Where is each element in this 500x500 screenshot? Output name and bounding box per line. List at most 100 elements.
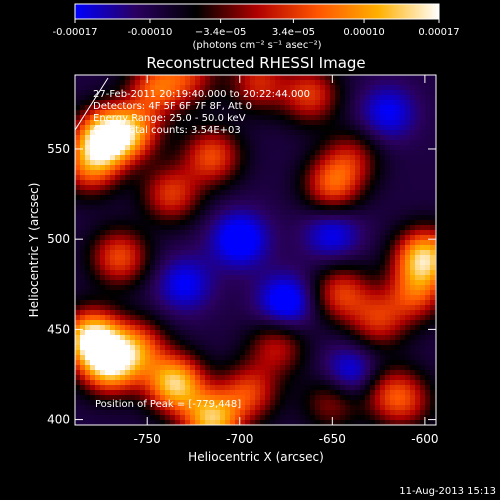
heatmap-cell	[155, 125, 161, 131]
heatmap-cell	[110, 285, 116, 291]
heatmap-cell	[255, 385, 261, 391]
heatmap-cell	[130, 235, 136, 241]
heatmap-cell	[260, 330, 266, 336]
heatmap-cell	[95, 195, 101, 201]
heatmap-cell	[135, 360, 141, 366]
heatmap-cell	[130, 270, 136, 276]
heatmap-cell	[290, 405, 296, 411]
heatmap-cell	[345, 215, 351, 221]
heatmap-cell	[165, 415, 171, 421]
heatmap-cell	[370, 275, 376, 281]
heatmap-cell	[115, 380, 121, 386]
heatmap-cell	[160, 130, 166, 136]
heatmap-cell	[280, 350, 286, 356]
heatmap-cell	[180, 305, 186, 311]
heatmap-cell	[240, 95, 246, 101]
heatmap-cell	[175, 325, 181, 331]
heatmap-cell	[100, 280, 106, 286]
heatmap-cell	[330, 360, 336, 366]
heatmap-cell	[390, 230, 396, 236]
heatmap-cell	[220, 355, 226, 361]
heatmap-cell	[215, 250, 221, 256]
heatmap-cell	[345, 180, 351, 186]
heatmap-cell	[90, 175, 96, 181]
heatmap-cell	[330, 310, 336, 316]
heatmap-cell	[370, 155, 376, 161]
heatmap-cell	[90, 280, 96, 286]
heatmap-cell	[140, 295, 146, 301]
heatmap-cell	[135, 400, 141, 406]
heatmap-cell	[115, 390, 121, 396]
heatmap-cell	[90, 90, 96, 96]
heatmap-cell	[425, 210, 431, 216]
heatmap-cell	[125, 210, 131, 216]
heatmap-cell	[355, 385, 361, 391]
heatmap-cell	[240, 395, 246, 401]
heatmap-cell	[240, 200, 246, 206]
heatmap-cell	[415, 165, 421, 171]
heatmap-cell	[100, 110, 106, 116]
heatmap-cell	[225, 400, 231, 406]
heatmap-cell	[400, 300, 406, 306]
heatmap-cell	[275, 125, 281, 131]
heatmap-cell	[235, 205, 241, 211]
heatmap-cell	[410, 250, 416, 256]
heatmap-cell	[90, 145, 96, 151]
heatmap-cell	[410, 325, 416, 331]
heatmap-cell	[240, 210, 246, 216]
heatmap-cell	[420, 235, 426, 241]
heatmap-cell	[380, 335, 386, 341]
heatmap-cell	[380, 115, 386, 121]
heatmap-cell	[120, 265, 126, 271]
heatmap-cell	[95, 330, 101, 336]
heatmap-cell	[280, 105, 286, 111]
heatmap-cell	[190, 115, 196, 121]
heatmap-cell	[120, 140, 126, 146]
heatmap-cell	[135, 250, 141, 256]
heatmap-cell	[95, 160, 101, 166]
heatmap-cell	[280, 180, 286, 186]
heatmap-cell	[320, 185, 326, 191]
heatmap-cell	[270, 345, 276, 351]
heatmap-cell	[405, 165, 411, 171]
heatmap-cell	[110, 220, 116, 226]
heatmap-cell	[210, 330, 216, 336]
heatmap-cell	[195, 290, 201, 296]
heatmap-cell	[210, 140, 216, 146]
heatmap-cell	[330, 385, 336, 391]
heatmap-cell	[325, 230, 331, 236]
heatmap-cell	[380, 230, 386, 236]
heatmap-cell	[355, 195, 361, 201]
heatmap-cell	[75, 375, 81, 381]
heatmap-cell	[420, 145, 426, 151]
heatmap-cell	[300, 240, 306, 246]
heatmap-cell	[310, 395, 316, 401]
heatmap-cell	[160, 205, 166, 211]
heatmap-cell	[270, 195, 276, 201]
heatmap-cell	[135, 235, 141, 241]
heatmap-cell	[260, 195, 266, 201]
heatmap-cell	[120, 105, 126, 111]
heatmap-cell	[265, 180, 271, 186]
heatmap-cell	[290, 390, 296, 396]
heatmap-cell	[355, 350, 361, 356]
heatmap-cell	[180, 205, 186, 211]
heatmap-cell	[200, 240, 206, 246]
heatmap-cell	[320, 120, 326, 126]
heatmap-cell	[215, 205, 221, 211]
heatmap-cell	[120, 250, 126, 256]
heatmap-cell	[420, 370, 426, 376]
heatmap-cell	[280, 240, 286, 246]
heatmap-cell	[260, 380, 266, 386]
heatmap-cell	[265, 145, 271, 151]
heatmap-cell	[425, 275, 431, 281]
heatmap-cell	[90, 220, 96, 226]
heatmap-cell	[335, 180, 341, 186]
heatmap-cell	[90, 400, 96, 406]
heatmap-cell	[115, 295, 121, 301]
heatmap-cell	[375, 190, 381, 196]
heatmap-cell	[235, 320, 241, 326]
heatmap-cell	[375, 365, 381, 371]
heatmap-cell	[400, 250, 406, 256]
heatmap-cell	[400, 340, 406, 346]
